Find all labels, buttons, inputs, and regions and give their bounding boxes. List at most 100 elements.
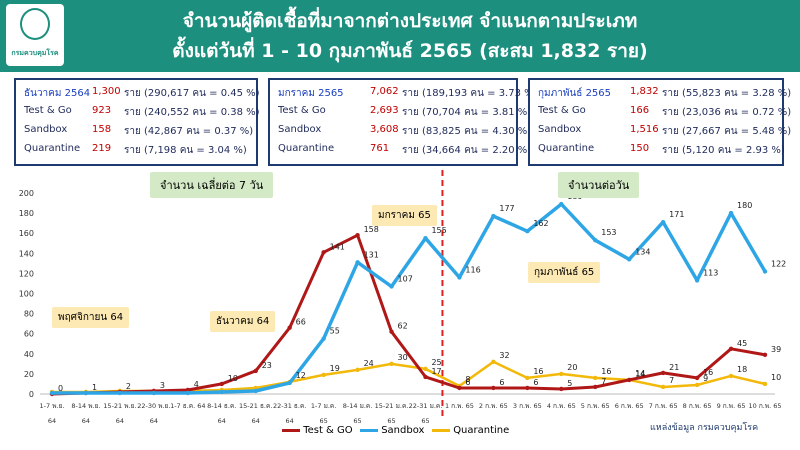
summary-row-detail: (27,667 คน = 5.48 %) (682, 126, 792, 137)
data-point (626, 257, 632, 262)
data-label: 141 (330, 242, 345, 251)
summary-row-unit: ราย (124, 107, 141, 118)
logo-caption: กรมควบคุมโรค (11, 49, 59, 57)
data-point (423, 236, 428, 241)
weekly-average-label: จำนวน เฉลี่ยต่อ 7 วัน (150, 172, 274, 198)
data-label: 24 (364, 359, 374, 368)
summary-row-label: Quarantine (24, 143, 81, 154)
legend-sandbox-label: Sandbox (381, 425, 425, 436)
data-point (389, 329, 394, 334)
data-point (355, 233, 360, 238)
data-point (389, 284, 394, 289)
ddc-logo: กรมควบคุมโรค (6, 4, 64, 66)
data-label: 14 (635, 370, 645, 379)
february-annotation: กุมภาพันธ์ 65 (528, 262, 601, 283)
series-line-sandbox (52, 202, 767, 395)
data-point (321, 336, 326, 341)
summary-row-label: Test & Go (24, 105, 72, 116)
data-point (185, 387, 191, 393)
data-label: 116 (465, 265, 480, 274)
data-label: 155 (431, 226, 446, 235)
emblem-icon (20, 8, 50, 40)
december-annotation: ธันวาคม 64 (210, 311, 276, 332)
summary-row-count: 166 (630, 105, 650, 116)
summary-row-detail: (290,617 คน = 0.45 %) (144, 88, 260, 99)
legend-quarantine: Quarantine (432, 425, 509, 443)
data-label: 6 (533, 378, 538, 387)
data-point (253, 368, 258, 374)
data-label: 134 (635, 247, 650, 256)
data-point (389, 361, 394, 367)
legend-testgo-swatch (282, 428, 300, 432)
data-label: 12 (296, 371, 306, 380)
data-label: 23 (262, 361, 272, 370)
summary-box-jan: มกราคม 2565 7,062 ราย (189,193 คน = 3.73 %)… (268, 78, 538, 166)
data-point (491, 385, 496, 391)
data-point (525, 375, 530, 381)
summary-row-label: Quarantine (278, 143, 335, 154)
data-label: 30 (398, 353, 408, 362)
data-label: 177 (499, 204, 514, 213)
x-tick-label-sub: 64 (116, 417, 124, 425)
data-label: 6 (465, 378, 470, 387)
x-tick-label-sub: 65 (421, 417, 429, 425)
legend-quarantine-label: Quarantine (453, 425, 510, 436)
summary-row-detail: (23,036 คน = 0.72 %) (682, 107, 792, 118)
summary-row-label: Test & Go (538, 105, 586, 116)
x-tick-label-sub: 64 (252, 417, 260, 425)
y-tick-label: 160 (19, 229, 34, 238)
summary-row-unit: ราย (402, 107, 419, 118)
data-point (559, 386, 564, 392)
summary-row-label: Quarantine (538, 143, 595, 154)
summary-row-label: มกราคม 2565 (278, 88, 344, 99)
data-point (694, 375, 700, 381)
data-label: 162 (533, 219, 548, 228)
x-tick-label: 1-7 ม.ค. (311, 402, 336, 410)
data-point (525, 385, 530, 391)
summary-row-count: 158 (92, 124, 112, 135)
data-label: 122 (771, 259, 786, 268)
y-tick-label: 60 (24, 330, 34, 339)
data-label: 45 (737, 339, 747, 348)
x-tick-label: 10 ก.พ. 65 (748, 402, 781, 410)
data-point (593, 238, 598, 243)
data-label: 153 (601, 228, 616, 237)
data-point (219, 389, 224, 395)
data-label: 8 (465, 375, 470, 384)
summary-row-detail: (5,120 คน = 2.93 %) (682, 145, 785, 156)
data-point (185, 390, 191, 396)
data-label: 21 (669, 363, 679, 372)
y-tick-label: 20 (24, 370, 34, 379)
x-tick-label: 1-7 พ.ย. (40, 402, 65, 410)
summary-row-unit: ราย (662, 107, 679, 118)
summary-row-count: 3,608 (370, 124, 399, 135)
x-tick-label: 22-31 ม.ค. (409, 402, 443, 410)
data-label: 7 (669, 376, 674, 385)
x-tick-label: 4 ก.พ. 65 (547, 402, 576, 410)
summary-row-label: กุมภาพันธ์ 2565 (538, 88, 612, 99)
summary-row-unit: ราย (402, 126, 419, 137)
summary-row-unit: ราย (662, 126, 679, 137)
legend-sandbox-swatch (360, 428, 378, 432)
data-label: 2 (126, 382, 131, 391)
summary-row-count: 2,693 (370, 105, 399, 116)
x-tick-label-sub: 64 (286, 417, 294, 425)
y-tick-label: 40 (24, 350, 34, 359)
summary-row-unit: ราย (402, 145, 419, 156)
x-tick-label: 22-30 พ.ย. (137, 402, 170, 410)
data-label: 9 (703, 374, 708, 383)
data-label: 16 (533, 367, 543, 376)
data-point (694, 278, 700, 283)
x-tick-label: 3 ก.พ. 65 (513, 402, 542, 410)
data-point (219, 381, 224, 387)
x-tick-label-sub: 65 (353, 417, 361, 425)
x-tick-label-sub: 64 (150, 417, 158, 425)
legend-testgo-label: Test & GO (303, 425, 353, 436)
data-point (355, 367, 360, 373)
data-point (423, 366, 428, 372)
data-label: 0 (58, 384, 63, 393)
data-point (593, 384, 598, 390)
data-point (762, 381, 768, 387)
x-tick-label: 1 ก.พ. 65 (445, 402, 474, 410)
